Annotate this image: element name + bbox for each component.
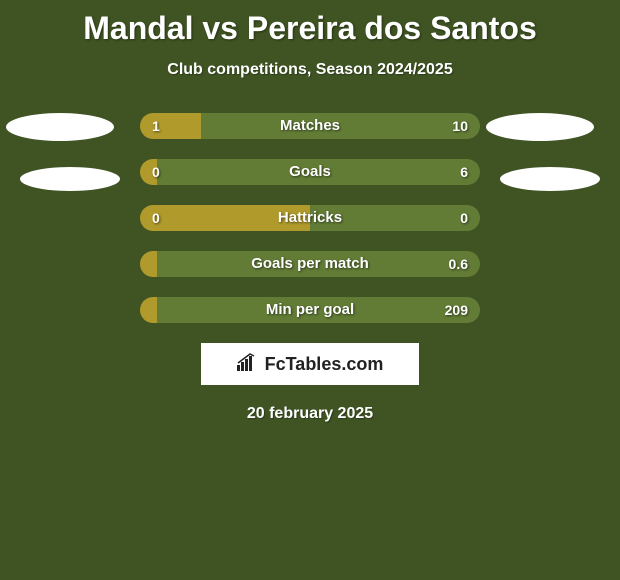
bar-left [140, 113, 201, 139]
branding-text: FcTables.com [265, 354, 384, 375]
bar-container [140, 159, 480, 185]
bar-container [140, 297, 480, 323]
chart-icon [237, 353, 259, 376]
branding-badge: FcTables.com [201, 343, 419, 385]
stat-row: Min per goal209 [0, 297, 620, 323]
bar-left [140, 159, 157, 185]
bar-left [140, 297, 157, 323]
bar-container [140, 205, 480, 231]
bar-left [140, 205, 310, 231]
bar-right [310, 205, 480, 231]
stat-row: Hattricks00 [0, 205, 620, 231]
stat-row: Goals06 [0, 159, 620, 185]
comparison-chart: Matches110 Goals06 Hattricks00 Goals per ma… [0, 113, 620, 323]
bar-right [201, 113, 480, 139]
bar-right [157, 159, 480, 185]
bar-container [140, 113, 480, 139]
stat-row: Goals per match0.6 [0, 251, 620, 277]
bar-right [157, 251, 480, 277]
date-text: 20 february 2025 [0, 405, 620, 423]
bar-container [140, 251, 480, 277]
bar-left [140, 251, 157, 277]
subtitle: Club competitions, Season 2024/2025 [0, 61, 620, 79]
page-title: Mandal vs Pereira dos Santos [0, 0, 620, 47]
bar-right [157, 297, 480, 323]
stat-row: Matches110 [0, 113, 620, 139]
